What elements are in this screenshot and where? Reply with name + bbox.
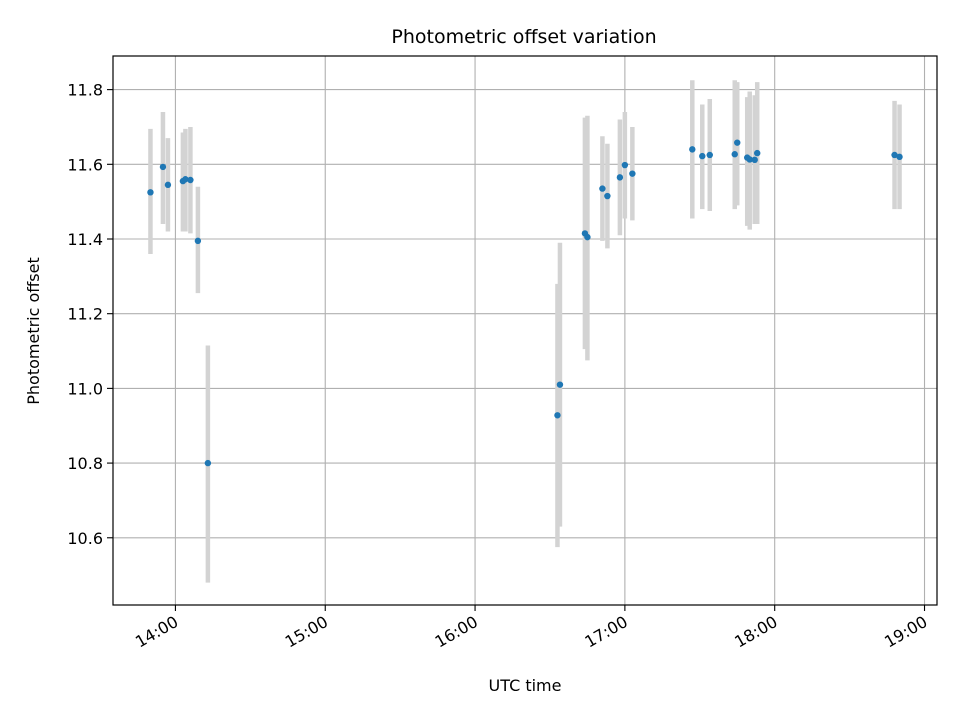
data-point — [599, 185, 606, 192]
x-axis-label: UTC time — [489, 676, 562, 695]
data-point — [204, 459, 212, 467]
data-point — [734, 139, 741, 146]
data-point — [187, 176, 194, 184]
data-point — [629, 170, 636, 177]
y-tick-label: 10.6 — [67, 529, 103, 548]
y-tick-label: 11.0 — [67, 379, 103, 398]
data-point — [554, 412, 561, 419]
data-point — [621, 161, 629, 169]
chart-title: Photometric offset variation — [391, 26, 656, 48]
grid-layer — [113, 56, 937, 605]
data-point — [896, 153, 903, 161]
data-point — [746, 156, 753, 163]
y-tick-label: 11.6 — [67, 155, 103, 174]
data-point — [159, 163, 167, 171]
data-point — [699, 152, 706, 160]
data-point — [556, 381, 564, 388]
data-point — [754, 149, 761, 157]
data-point — [751, 156, 758, 164]
data-point — [604, 192, 611, 200]
data-point — [584, 233, 591, 241]
data-point — [194, 237, 202, 245]
y-axis-label: Photometric offset — [24, 257, 43, 405]
point-layer — [147, 139, 903, 467]
data-point — [182, 176, 189, 183]
data-point — [891, 151, 898, 159]
data-point — [164, 181, 172, 189]
data-point — [731, 151, 738, 158]
data-point — [616, 174, 624, 181]
y-tick-label: 11.4 — [67, 230, 103, 249]
y-tick-label: 11.8 — [67, 81, 103, 100]
data-point — [147, 189, 154, 196]
data-point — [689, 146, 696, 153]
y-axis-ticks: 10.6 10.8 11.0 11.2 11.4 11.6 11.8 — [67, 81, 113, 548]
data-point — [706, 151, 713, 159]
plot-area-frame — [112, 55, 938, 606]
y-tick-label: 11.2 — [67, 305, 103, 324]
y-tick-label: 10.8 — [67, 454, 103, 473]
